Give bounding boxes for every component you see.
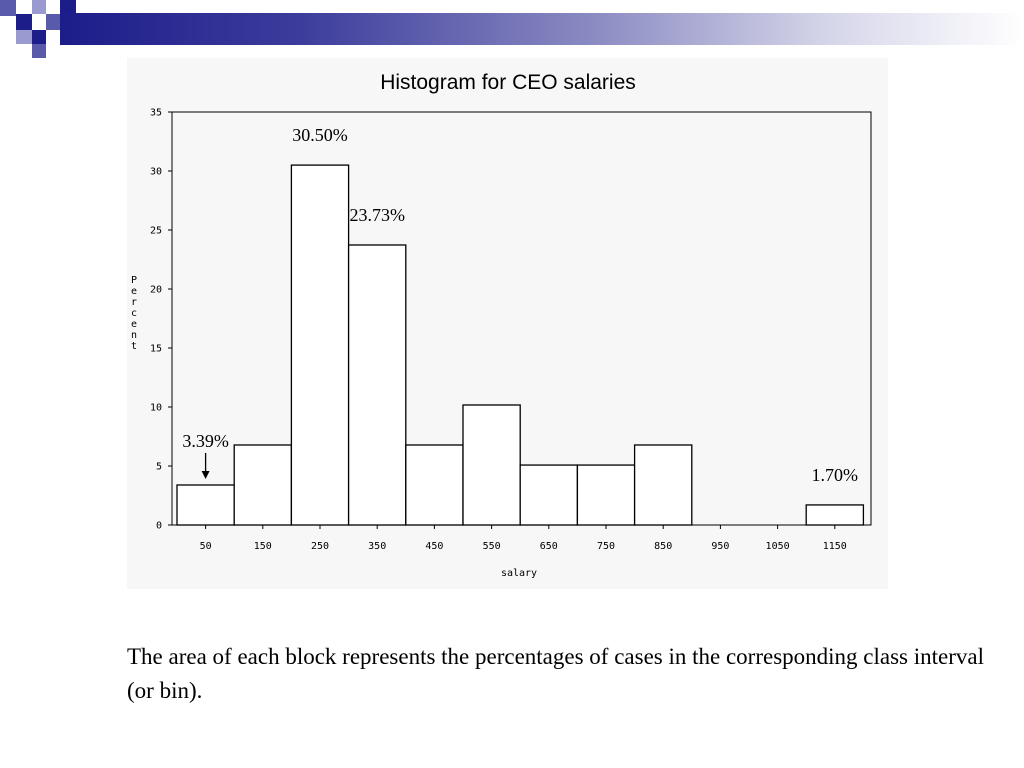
y-axis-label-letter: t — [131, 341, 137, 352]
x-tick-label: 650 — [540, 541, 558, 552]
annotations-layer: 3.39% 30.50% 23.73% 1.70% — [182, 125, 858, 485]
x-tick-label: 850 — [654, 541, 672, 552]
bar-percent-label: 1.70% — [812, 465, 859, 485]
header-square — [16, 14, 32, 30]
y-axis-label-letter: r — [131, 297, 137, 308]
histogram-bar-550 — [462, 404, 521, 526]
y-axis-label-letter: e — [131, 286, 137, 297]
x-tick-label: 550 — [483, 541, 501, 552]
histogram-bar-650 — [519, 464, 579, 526]
bar-percent-label: 30.50% — [292, 125, 348, 145]
y-tick-label: 30 — [150, 167, 162, 178]
annotation-arrow-head — [201, 470, 210, 479]
histogram-bar-850 — [633, 444, 693, 526]
bar-percent-label: 23.73% — [349, 205, 405, 225]
bar-percent-label: 3.39% — [182, 431, 229, 451]
histogram-bar-250 — [290, 164, 350, 526]
histogram-bar-50 — [176, 484, 235, 526]
x-tick-label: 50 — [200, 541, 212, 552]
histogram-bar-750 — [576, 464, 636, 526]
header-square — [32, 44, 46, 58]
x-tick-label: 1050 — [766, 541, 790, 552]
y-tick-label: 20 — [150, 285, 162, 296]
header-square — [32, 30, 46, 44]
y-tick-label: 5 — [156, 462, 162, 473]
x-axis: 50 150 250 350 450 550 650 750 850 950 1050 1150 — [200, 525, 847, 552]
y-tick-label: 25 — [150, 226, 162, 237]
slide-header-decoration — [0, 0, 1024, 60]
y-axis-label-letter: c — [131, 308, 137, 319]
header-square — [16, 30, 32, 44]
x-tick-label: 1150 — [823, 541, 847, 552]
slide-caption: The area of each block represents the pe… — [127, 644, 985, 703]
histogram-bar-350 — [347, 244, 407, 526]
histogram-bar-150 — [233, 444, 293, 526]
y-axis-label-letter: n — [131, 330, 137, 341]
x-tick-label: 950 — [711, 541, 729, 552]
bars-layer — [176, 164, 865, 526]
histogram-chart: Histogram for CEO salaries 0 5 10 15 20 25 30 3… — [131, 71, 872, 579]
chart-title: Histogram for CEO salaries — [380, 71, 636, 94]
x-tick-label: 350 — [368, 541, 386, 552]
header-gradient-band — [60, 13, 1024, 45]
y-tick-label: 0 — [156, 521, 162, 532]
x-tick-label: 450 — [425, 541, 443, 552]
y-tick-label: 35 — [150, 108, 162, 119]
plot-frame — [171, 111, 872, 526]
chart-panel: Histogram for CEO salaries 0 5 10 15 20 25 30 3… — [127, 58, 888, 589]
y-axis-label-letter: P — [131, 275, 137, 286]
histogram-bar-450 — [405, 444, 464, 526]
x-tick-label: 750 — [597, 541, 615, 552]
x-axis-label: salary — [501, 568, 537, 579]
histogram-bar-1150 — [805, 504, 865, 526]
x-tick-label: 150 — [254, 541, 272, 552]
y-axis: 0 5 10 15 20 25 30 35 — [150, 108, 172, 532]
header-square — [32, 0, 46, 14]
y-tick-label: 15 — [150, 344, 162, 355]
header-square — [60, 0, 76, 13]
header-square — [0, 0, 16, 16]
x-tick-label: 250 — [311, 541, 329, 552]
header-square — [46, 14, 60, 30]
y-tick-label: 10 — [150, 403, 162, 414]
y-axis-label-letter: e — [131, 319, 137, 330]
